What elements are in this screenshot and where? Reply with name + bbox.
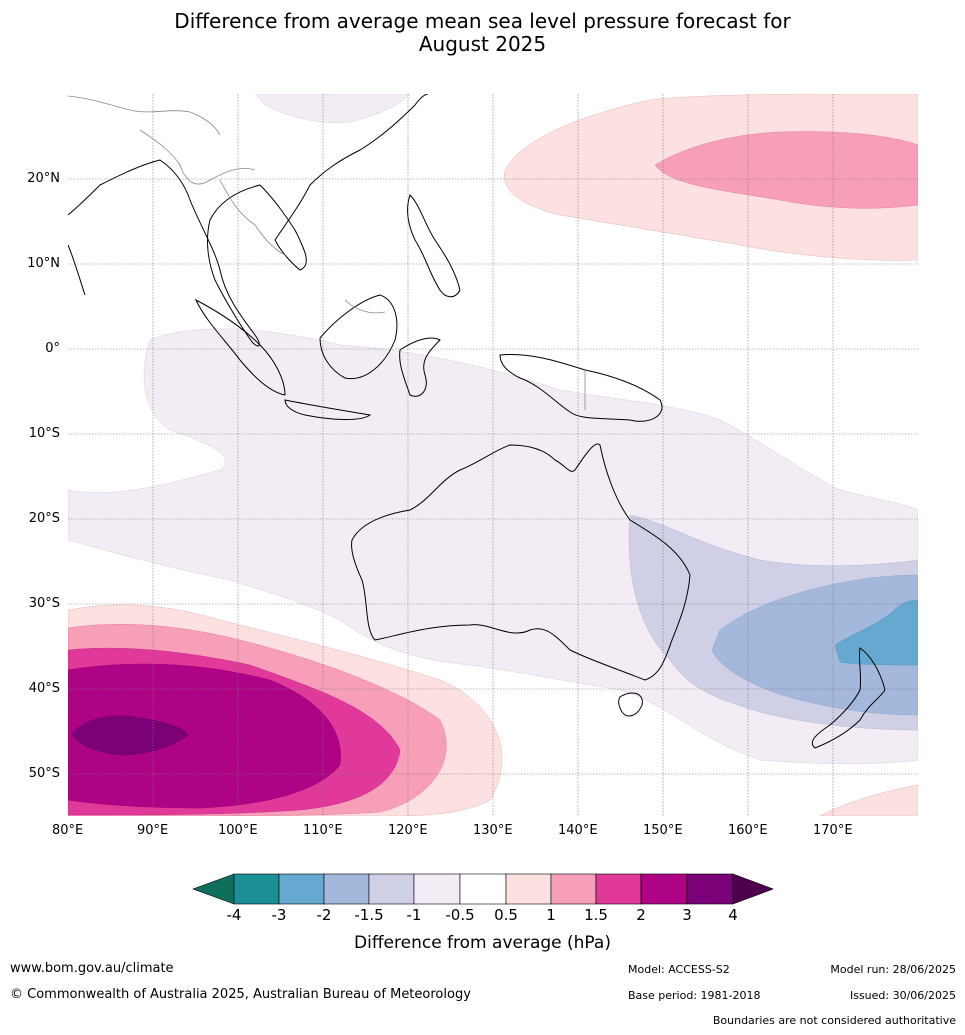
lon-label-160e: 160°E <box>728 823 768 838</box>
coastlines <box>68 94 886 749</box>
sulawesi-coastline <box>399 337 441 397</box>
lon-label-150e: 150°E <box>643 823 683 838</box>
anomaly-region-minus-1.5 <box>711 574 918 716</box>
colorbar-high-extension <box>732 873 774 905</box>
colorbar-title: Difference from average (hPa) <box>354 933 611 953</box>
colorbar-tick: -1 <box>406 906 422 924</box>
sumatra-coastline <box>194 298 286 396</box>
title-line-2: August 2025 <box>418 32 547 56</box>
map-title: Difference from average mean sea level p… <box>0 10 965 56</box>
lat-label-20s: 20°S <box>28 511 60 526</box>
issued-date: Issued: 30/06/2025 <box>849 989 956 1002</box>
colorbar-tick: -0.5 <box>445 906 475 924</box>
country-borders <box>68 95 586 410</box>
colorbar-low-extension <box>192 873 235 905</box>
india-coastline <box>68 244 86 296</box>
colorbar-bin <box>413 873 461 905</box>
colorbar-bin <box>595 873 642 905</box>
colorbar-bin <box>550 873 597 905</box>
colorbar-tick: 4 <box>728 906 738 924</box>
colorbar-bin <box>459 873 507 905</box>
lat-label-20n: 20°N <box>27 171 60 186</box>
colorbar-tick: -1.5 <box>354 906 384 924</box>
colorbar-bin <box>278 873 325 905</box>
asia-mainland-coastline <box>68 94 429 347</box>
website-link[interactable]: www.bom.gov.au/climate <box>10 961 174 976</box>
boundaries-disclaimer: Boundaries are not considered authoritat… <box>712 1014 956 1027</box>
lon-label-140e: 140°E <box>558 823 598 838</box>
colorbar-bin <box>233 873 280 905</box>
colorbar-tick: 3 <box>682 906 692 924</box>
colorbar-tick: 2 <box>636 906 646 924</box>
model-name: Model: ACCESS-S2 <box>628 963 730 976</box>
colorbar-tick: 1.5 <box>584 906 608 924</box>
title-line-1: Difference from average mean sea level p… <box>174 9 791 33</box>
map-area <box>68 94 918 816</box>
lat-label-50s: 50°S <box>28 766 60 781</box>
colorbar-bin <box>640 873 688 905</box>
borneo-coastline <box>319 294 398 380</box>
colorbar <box>192 873 774 905</box>
lat-label-0: 0° <box>45 341 60 356</box>
lon-label-90e: 90°E <box>137 823 169 838</box>
anomaly-region-minus-2 <box>834 599 918 666</box>
lon-label-80e: 80°E <box>52 823 84 838</box>
lon-label-100e: 100°E <box>218 823 258 838</box>
anomaly-region-minus-0.5-top <box>254 94 411 123</box>
anomaly-region-plus-3 <box>71 715 189 756</box>
colorbar-tick: -2 <box>316 906 332 924</box>
lat-label-30s: 30°S <box>28 596 60 611</box>
model-run: Model run: 28/06/2025 <box>830 963 956 976</box>
new-zealand-coastline <box>811 647 886 749</box>
colorbar-bin <box>368 873 415 905</box>
philippines-coastline <box>407 194 461 298</box>
lat-label-10s: 10°S <box>28 426 60 441</box>
lon-label-120e: 120°E <box>388 823 428 838</box>
colorbar-bin <box>686 873 734 905</box>
copyright-text: © Commonwealth of Australia 2025, Austra… <box>10 987 471 1002</box>
lat-label-40s: 40°S <box>28 681 60 696</box>
tasmania-coastline <box>618 692 643 717</box>
colorbar-tick: -3 <box>271 906 287 924</box>
australia-coastline <box>351 443 691 681</box>
anomaly-region-plus-1-north <box>654 131 918 209</box>
colorbar-tick: 1 <box>546 906 556 924</box>
new-guinea-coastline <box>499 353 663 422</box>
base-period: Base period: 1981-2018 <box>628 989 761 1002</box>
colorbar-bin <box>323 873 370 905</box>
lon-label-130e: 130°E <box>473 823 513 838</box>
colorbar-tick: 0.5 <box>494 906 518 924</box>
lon-label-170e: 170°E <box>813 823 853 838</box>
colorbar-bin <box>505 873 552 905</box>
java-coastline <box>284 399 372 421</box>
lat-label-10n: 10°N <box>27 256 60 271</box>
anomaly-region-plus-2 <box>68 663 341 809</box>
colorbar-tick: -4 <box>226 906 242 924</box>
lon-label-110e: 110°E <box>303 823 343 838</box>
anomaly-region-plus-0.5-se <box>819 784 918 816</box>
